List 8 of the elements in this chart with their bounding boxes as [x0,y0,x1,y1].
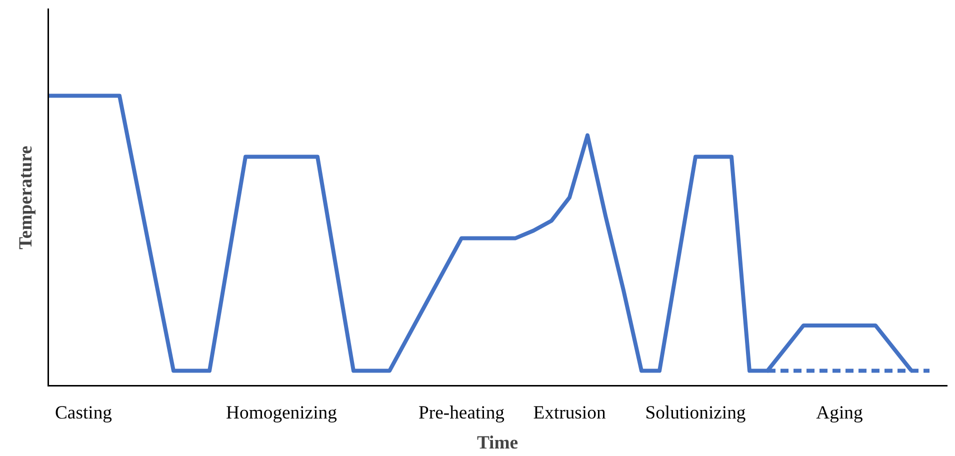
x-axis-title: Time [476,432,518,454]
x-tick-label: Extrusion [533,402,606,424]
x-tick-label: Pre-heating [418,402,505,424]
y-axis-title: Temperature [16,146,36,250]
x-tick-label: Homogenizing [226,402,337,424]
x-tick-label: Solutionizing [645,402,746,424]
x-tick-label: Aging [816,402,863,424]
x-tick-label: Casting [54,402,112,424]
